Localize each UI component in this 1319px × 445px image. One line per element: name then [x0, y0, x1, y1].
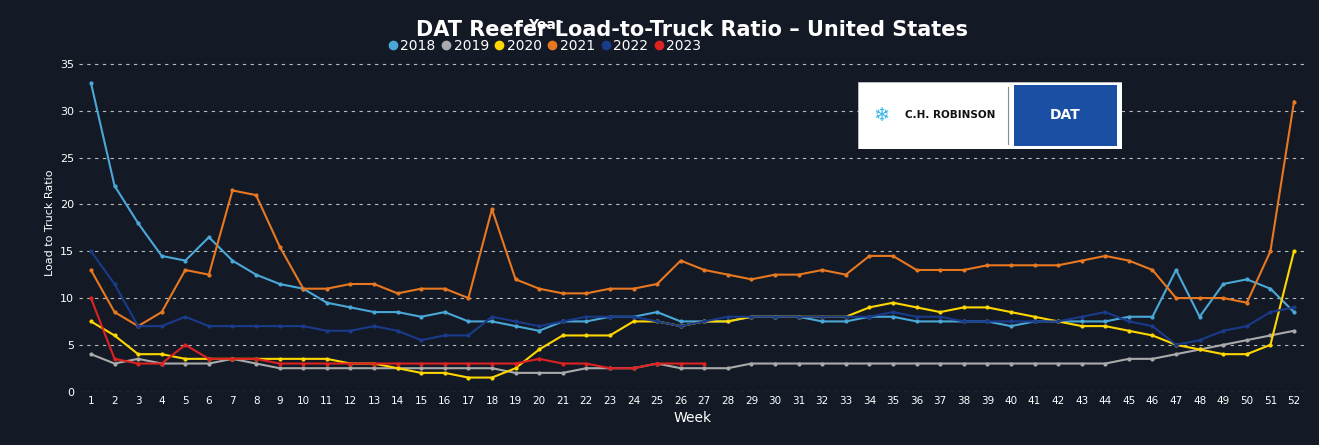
Y-axis label: Load to Truck Ratio: Load to Truck Ratio	[45, 170, 54, 276]
Legend: 2018, 2019, 2020, 2021, 2022, 2023: 2018, 2019, 2020, 2021, 2022, 2023	[389, 18, 702, 53]
Text: DAT Reefer Load-to-Truck Ratio – United States: DAT Reefer Load-to-Truck Ratio – United …	[417, 20, 968, 40]
X-axis label: Week: Week	[674, 411, 711, 425]
